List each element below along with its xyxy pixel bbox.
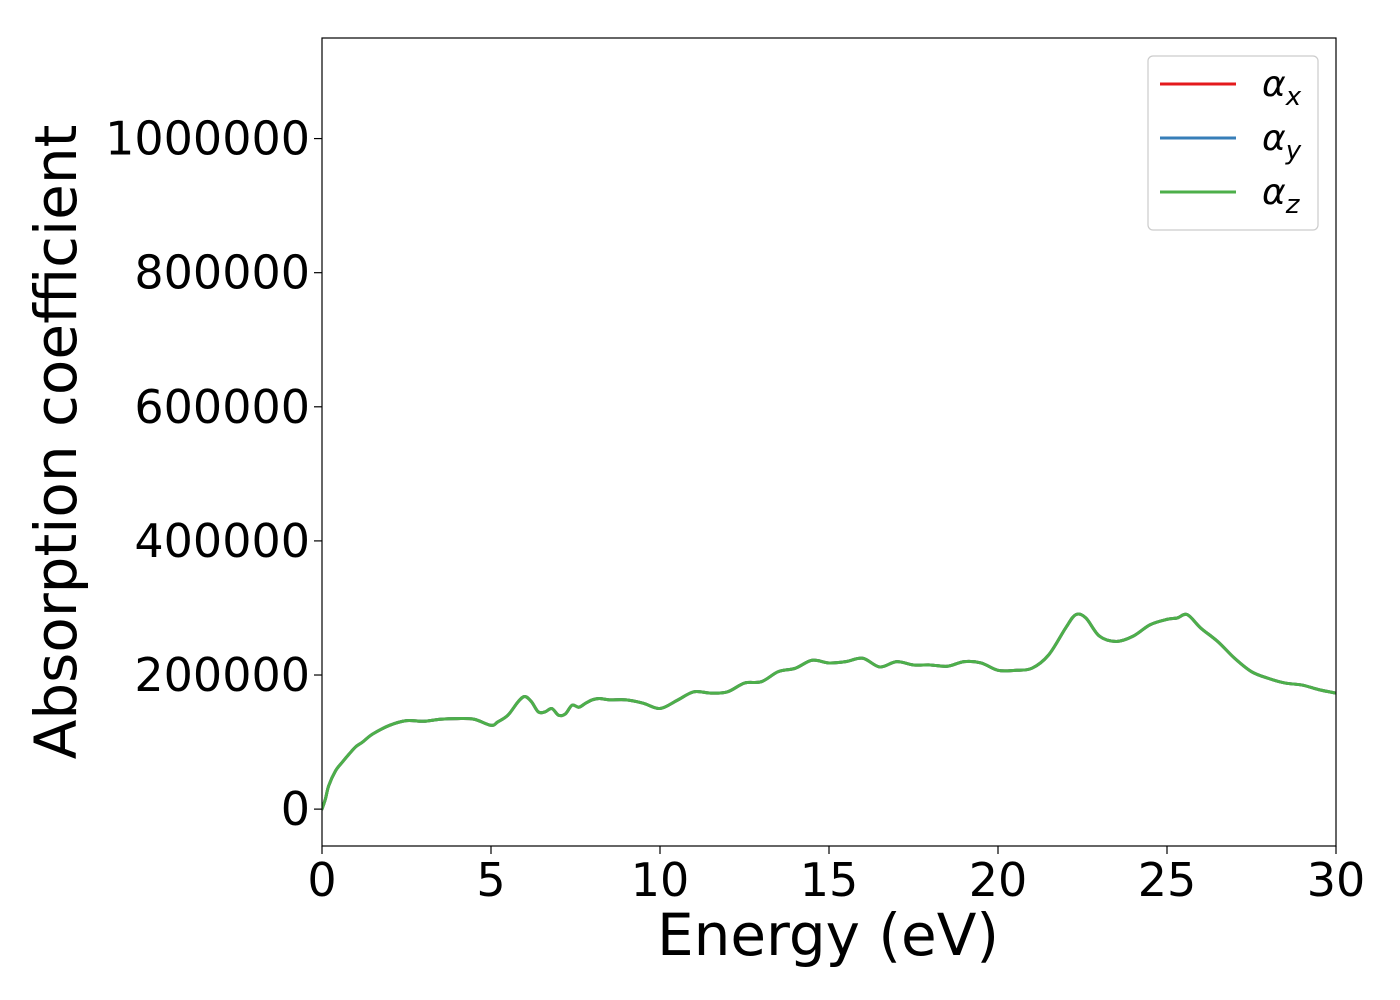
legend-label-alpha-x: αx: [1262, 64, 1302, 112]
y-tick-label: 800000: [134, 246, 310, 300]
x-tick-label: 0: [307, 853, 336, 907]
x-tick-label: 5: [476, 853, 505, 907]
x-tick-label: 10: [631, 853, 690, 907]
y-tick-label: 1000000: [105, 112, 310, 166]
x-tick-label: 30: [1307, 853, 1366, 907]
legend-box: [1147, 55, 1319, 231]
y-tick-label: 0: [281, 782, 310, 836]
legend-label-alpha-y: αy: [1262, 118, 1302, 166]
plot-area: [322, 612, 1336, 811]
axes: 0 5 10 15 20 25 30 0 200000 400000 600000 800000 100…: [105, 37, 1366, 907]
legend-label-alpha-z: αz: [1262, 172, 1301, 220]
y-tick-label: 200000: [134, 648, 310, 702]
y-tick-label: 400000: [134, 514, 310, 568]
x-tick-label: 25: [1138, 853, 1197, 907]
y-tick-label: 600000: [134, 380, 310, 434]
y-axis-title: Absorption coefficient: [22, 125, 90, 760]
x-axis-title: Energy (eV): [657, 901, 999, 969]
x-tick-label: 15: [800, 853, 859, 907]
series-line-alpha-z: [322, 612, 1336, 811]
legend: αx αy αz: [1147, 55, 1319, 231]
x-tick-label: 20: [969, 853, 1028, 907]
